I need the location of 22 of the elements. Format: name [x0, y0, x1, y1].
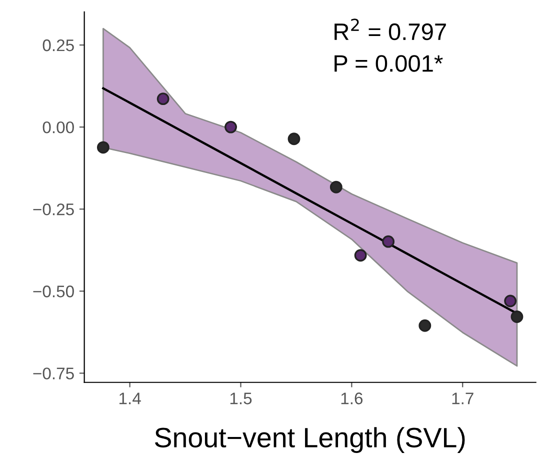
x-tick-label: 1.4 — [119, 392, 141, 404]
annotation: R$^{2}$ = 0.797 — [334, 18, 446, 40]
x-axis-title: Snout−vent Length (SVL) — [154, 427, 465, 453]
point — [418, 319, 432, 332]
point — [224, 120, 237, 134]
annotation: P = 0.001* — [334, 55, 443, 72]
point — [330, 180, 342, 194]
point — [354, 249, 367, 262]
point — [510, 310, 524, 323]
y-tick-label: −0.50 — [33, 286, 74, 298]
point — [288, 132, 300, 146]
y-tick-label: 0.25 — [42, 39, 74, 52]
y-tick-label: −0.25 — [33, 204, 74, 216]
y-tick-label: 0.00 — [42, 121, 74, 134]
point — [382, 235, 395, 248]
x-tick-label: 1.5 — [230, 392, 252, 404]
point — [504, 294, 517, 308]
point — [156, 92, 170, 106]
x-tick-label: 1.7 — [452, 392, 474, 404]
x-tick-label: 1.6 — [341, 392, 363, 404]
y-tick-label: −0.75 — [33, 368, 74, 380]
point — [96, 141, 110, 154]
